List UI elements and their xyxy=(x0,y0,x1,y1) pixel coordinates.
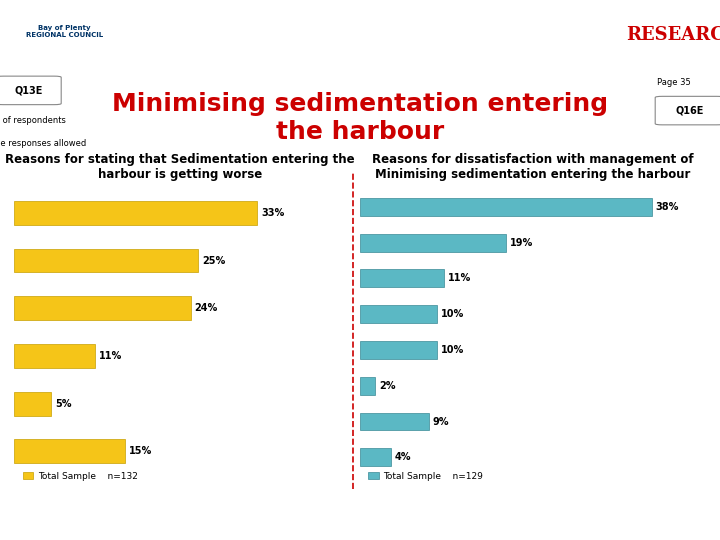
Bar xyxy=(14,440,125,463)
Text: 25%: 25% xyxy=(202,255,225,266)
Bar xyxy=(14,248,199,273)
Text: 2%: 2% xyxy=(379,381,396,391)
Text: 4%: 4% xyxy=(395,453,411,462)
Bar xyxy=(360,448,391,466)
Bar xyxy=(360,269,444,287)
Bar xyxy=(14,344,95,368)
Text: ◎: ◎ xyxy=(342,14,378,56)
Bar xyxy=(360,341,437,359)
Text: Q13E: Q13E xyxy=(14,85,43,96)
Bar xyxy=(360,234,506,252)
Bar xyxy=(360,305,437,323)
Text: KEY: KEY xyxy=(584,26,626,44)
Text: Not enough is being done/It is a problem was the most frequently stated reason f: Not enough is being done/It is a problem… xyxy=(48,500,672,529)
Bar xyxy=(360,377,375,395)
Text: Page 35: Page 35 xyxy=(657,78,691,86)
Text: 33%: 33% xyxy=(261,208,284,218)
Text: Q16E: Q16E xyxy=(675,106,704,116)
Text: 10%: 10% xyxy=(441,309,464,319)
Legend: Total Sample    n=129: Total Sample n=129 xyxy=(364,468,487,484)
Bar xyxy=(360,413,429,430)
Text: RESEARCH: RESEARCH xyxy=(626,26,720,44)
Bar xyxy=(14,296,191,320)
FancyBboxPatch shape xyxy=(655,96,720,125)
Text: 10%: 10% xyxy=(441,345,464,355)
Text: 24%: 24% xyxy=(194,303,218,313)
Text: 5%: 5% xyxy=(55,399,71,409)
Text: Multiple responses allowed: Multiple responses allowed xyxy=(0,139,86,148)
Text: Minimising sedimentation entering
the harbour: Minimising sedimentation entering the ha… xyxy=(112,92,608,144)
Text: Bay of Plenty
REGIONAL COUNCIL: Bay of Plenty REGIONAL COUNCIL xyxy=(26,25,104,38)
Text: 11%: 11% xyxy=(449,273,472,284)
Bar xyxy=(14,392,51,416)
FancyBboxPatch shape xyxy=(0,4,130,68)
Text: 9%: 9% xyxy=(433,416,449,427)
Title: Reasons for stating that Sedimentation entering the
harbour is getting worse: Reasons for stating that Sedimentation e… xyxy=(5,153,355,181)
Bar xyxy=(14,201,257,225)
Text: 38%: 38% xyxy=(656,202,679,212)
Bar xyxy=(360,198,652,216)
Title: Reasons for dissatisfaction with management of
Minimising sedimentation entering: Reasons for dissatisfaction with managem… xyxy=(372,153,693,181)
FancyBboxPatch shape xyxy=(0,76,61,105)
Text: % of respondents: % of respondents xyxy=(0,116,66,125)
Text: 15%: 15% xyxy=(128,447,152,456)
Text: 19%: 19% xyxy=(510,238,533,248)
Legend: Total Sample    n=132: Total Sample n=132 xyxy=(19,468,141,484)
Text: 11%: 11% xyxy=(99,351,122,361)
